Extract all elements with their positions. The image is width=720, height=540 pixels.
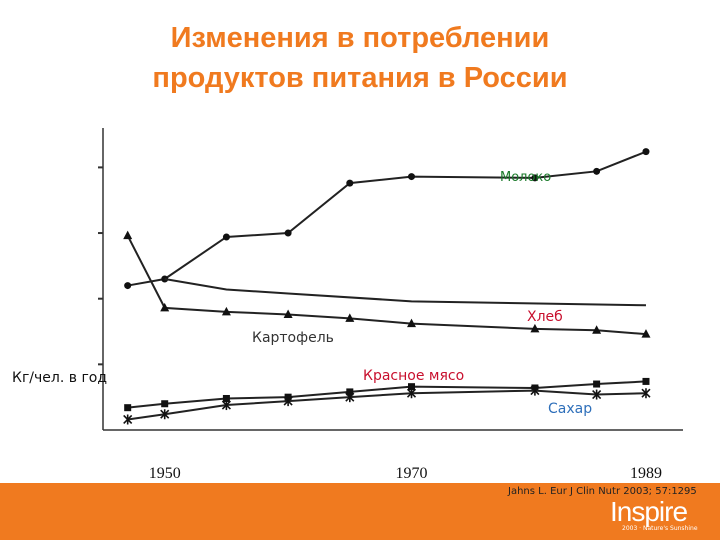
series-1-point-5	[346, 179, 354, 187]
series-5-point-1	[123, 414, 133, 425]
series-1-point-1	[124, 282, 132, 290]
series-1-label: Молоко	[500, 170, 551, 185]
footer-bar	[0, 483, 720, 540]
series-2-label: Хлеб	[527, 309, 563, 325]
series-3-point-1	[123, 230, 133, 240]
x-tick-label: 1989	[630, 465, 662, 482]
x-tick-label: 1950	[149, 465, 181, 482]
series-4-point-9	[642, 377, 650, 385]
series-5-point-6	[406, 388, 417, 399]
series-1-point-3	[222, 233, 230, 241]
series-5-point-3	[221, 400, 231, 411]
series-5-point-9	[641, 388, 651, 399]
y-axis-label: Кг/чел. в год	[12, 370, 107, 386]
series-4-label: Красное мясо	[363, 368, 464, 384]
slide-title: Изменения в потреблении продуктов питани…	[0, 18, 720, 98]
series-3-point-7	[530, 323, 540, 333]
series-5-label: Сахар	[548, 401, 592, 417]
series-1-point-6	[408, 173, 416, 181]
series-5-point-4	[283, 396, 293, 407]
series-1-point-7	[531, 174, 539, 182]
series-4-point-2	[161, 400, 169, 408]
line-chart: 1950 1970 1989 Кг/чел. в год Молоко Хлеб Карто…	[12, 128, 683, 482]
title-line-2: продуктов питания в России	[152, 62, 568, 94]
series-1-point-8	[593, 167, 601, 175]
source-citation: Jahns L. Eur J Clin Nutr 2003; 57:1295	[508, 486, 697, 497]
series-4-point-1	[124, 404, 132, 412]
series-3-point-6	[407, 318, 417, 328]
brand-tagline: 2003 · Nature's Sunshine	[622, 525, 698, 532]
title-line-1: Изменения в потреблении	[170, 22, 550, 54]
series-4-point-8	[593, 380, 601, 388]
series-4-point-3	[222, 394, 230, 402]
series-5-point-2	[160, 409, 170, 420]
series-3-point-3	[221, 306, 231, 316]
brand-name: Inspire	[610, 496, 688, 527]
series-3-label: Картофель	[252, 330, 334, 346]
series-4-point-5	[346, 388, 354, 396]
series-4-point-6	[408, 383, 416, 391]
series-5-point-7	[530, 385, 540, 396]
series-5-point-8	[592, 389, 602, 400]
series-3-point-2	[160, 302, 170, 312]
series-5-point-5	[345, 392, 355, 403]
brand-logo: Inspire 2003 · Nature's Sunshine	[600, 496, 712, 536]
series-3-point-4	[283, 309, 293, 318]
series-3-point-8	[592, 325, 602, 334]
x-tick-label: 1970	[396, 465, 428, 482]
series-1-point-4	[284, 229, 292, 237]
series-3-point-9	[641, 329, 651, 338]
series-3-point-5	[345, 313, 355, 322]
series-1-point-9	[642, 148, 650, 156]
series-2-line	[164, 278, 646, 307]
series-1-line	[127, 150, 647, 287]
